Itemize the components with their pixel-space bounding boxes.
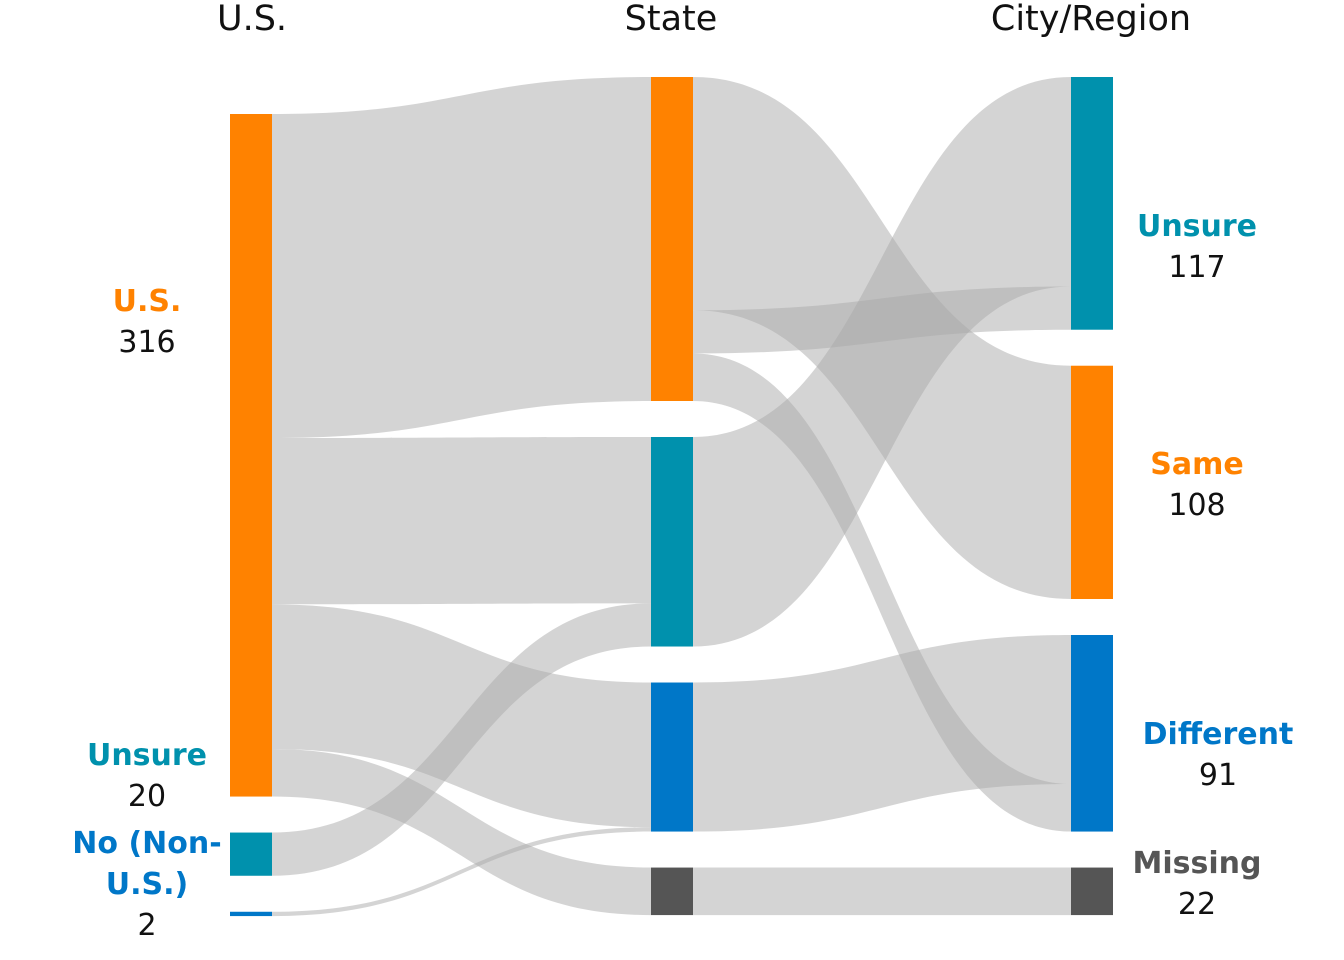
flow-link [272,437,651,605]
node-name: Same [1150,447,1244,482]
node-label: Same 108 [1097,444,1297,526]
links [272,77,1071,917]
column-title: City/Region [991,0,1191,39]
node-name: Unsure [1136,209,1258,244]
node-bar [230,911,272,917]
node-name: No (Non-U.S.) [72,826,222,902]
column-title: State [625,0,718,39]
node-value: 108 [1168,488,1226,523]
node-name: Missing [1132,846,1262,881]
flow-link [272,827,651,917]
node-bar [651,682,693,832]
flow-link [272,77,651,438]
node-value: 2 [137,908,157,943]
flow-link [693,867,1071,916]
node-bar [651,77,693,401]
flow-link [272,603,651,876]
node-bar [1071,867,1113,916]
node-label: Different 91 [1118,714,1318,796]
flow-link [272,604,651,828]
node-name: Different [1142,717,1294,752]
node-value: 20 [127,779,167,814]
node-label: Unsure 117 [1097,206,1297,288]
node-label: U.S. 316 [47,281,247,363]
node-label: No (Non-U.S.) 2 [47,823,247,946]
node-name: Unsure [86,738,208,773]
flow-link [693,353,1071,832]
node-value: 316 [118,325,176,360]
node-value: 91 [1198,758,1238,793]
node-bar [230,832,272,876]
column-title: U.S. [217,0,287,39]
node-bar [651,867,693,916]
node-label: Unsure 20 [47,735,247,817]
nodes [230,77,1113,917]
node-label: Missing 22 [1097,843,1297,925]
node-bar [230,114,272,797]
flow-link [693,286,1071,354]
node-bar [1071,635,1113,832]
node-bar [1071,365,1113,599]
flow-link [272,749,651,916]
node-value: 117 [1168,250,1226,285]
node-bar [1071,77,1113,330]
node-bar [651,437,693,647]
node-name: U.S. [112,284,182,319]
node-value: 22 [1177,887,1217,922]
